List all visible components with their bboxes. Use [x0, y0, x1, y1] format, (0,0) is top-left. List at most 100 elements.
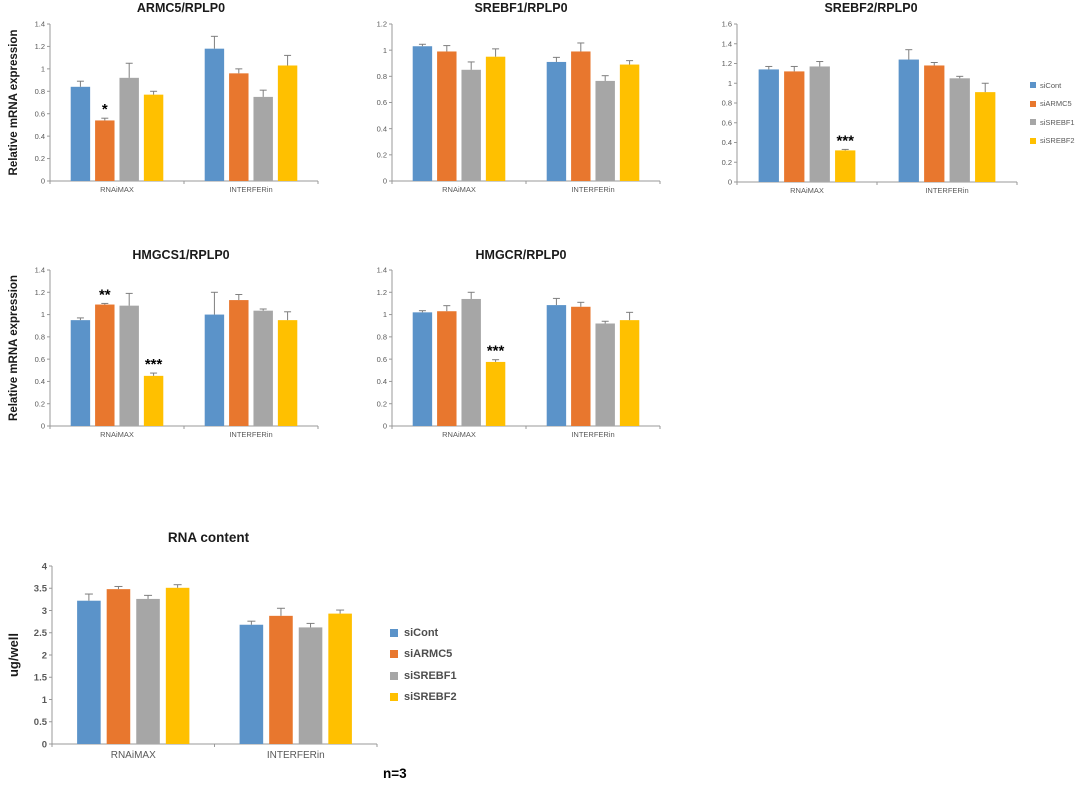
svg-text:1.4: 1.4	[377, 266, 387, 275]
sample-size-note: n=3	[383, 766, 407, 781]
legend-swatch-icon	[390, 650, 398, 659]
legend-label: siCont	[1040, 80, 1062, 90]
legend-label: siARMC5	[404, 648, 453, 661]
chart-title: RNA content	[167, 530, 250, 545]
svg-text:0.2: 0.2	[377, 399, 387, 408]
svg-text:3.5: 3.5	[34, 584, 48, 595]
svg-text:0: 0	[383, 422, 387, 431]
legend-item-siCont: siCont	[1030, 76, 1075, 95]
chart-rna-content: RNA content ug/well 0 0.5 1 1.5 2 2.5 3 3.5 4 RNA…	[0, 520, 385, 770]
chart-title: HMGCR/RPLP0	[475, 248, 567, 262]
svg-text:RNAiMAX: RNAiMAX	[100, 185, 134, 194]
legend-swatch-icon	[1030, 100, 1036, 107]
bar-plot-svg: 0 0.5 1 1.5 2 2.5 3 3.5 4 RNAiMAX INTERFERin	[34, 561, 378, 761]
svg-text:0.8: 0.8	[377, 332, 387, 341]
legend-swatch-icon	[1030, 82, 1036, 89]
legend-label: siSREBF1	[1040, 117, 1075, 127]
chart-title: ARMC5/RPLP0	[136, 1, 226, 15]
svg-text:0.4: 0.4	[722, 138, 732, 147]
svg-text:1.2: 1.2	[35, 288, 45, 297]
svg-text:RNAiMAX: RNAiMAX	[111, 750, 156, 761]
chart-srebf1: SREBF1/RPLP0 0 0.2 0.4 0.6 0.8 1 1.2 RNAiMAX INT…	[340, 0, 670, 200]
svg-text:0: 0	[41, 177, 45, 186]
legend-swatch-icon	[1030, 119, 1036, 126]
legend-item-siARMC5: siARMC5	[390, 644, 457, 666]
svg-text:*: *	[102, 101, 108, 118]
svg-text:RNAiMAX: RNAiMAX	[442, 430, 476, 439]
svg-text:0.4: 0.4	[377, 124, 387, 133]
svg-text:0: 0	[42, 739, 47, 750]
legend-label: siCont	[404, 626, 439, 639]
legend-item-siSREBF2: siSREBF2	[390, 687, 457, 709]
chart-title: SREBF1/RPLP0	[474, 1, 568, 15]
svg-text:1.2: 1.2	[377, 20, 387, 29]
svg-text:1.2: 1.2	[377, 288, 387, 297]
svg-text:***: ***	[487, 343, 505, 360]
svg-text:0.6: 0.6	[35, 109, 45, 118]
svg-text:1: 1	[728, 79, 732, 88]
legend-item-siCont: siCont	[390, 622, 457, 644]
legend-swatch-icon	[1030, 137, 1036, 144]
svg-text:0.2: 0.2	[722, 158, 732, 167]
svg-text:0.4: 0.4	[377, 377, 387, 386]
legend-item-siSREBF1: siSREBF1	[1030, 113, 1075, 132]
bar-plot-svg: 0 0.2 0.4 0.6 0.8 1 1.2 1.4 1.6 *** RNAiMAX INTERFE…	[722, 20, 1018, 195]
svg-text:4: 4	[42, 561, 48, 572]
svg-text:1.6: 1.6	[722, 20, 732, 29]
svg-text:2.5: 2.5	[34, 628, 48, 639]
legend-swatch-icon	[390, 628, 398, 637]
svg-text:0.2: 0.2	[35, 154, 45, 163]
svg-text:0.8: 0.8	[377, 72, 387, 81]
svg-text:INTERFERin: INTERFERin	[925, 186, 968, 195]
legend-swatch-icon	[390, 671, 398, 680]
svg-text:1.4: 1.4	[35, 266, 45, 275]
svg-text:1.2: 1.2	[35, 42, 45, 51]
svg-text:0.4: 0.4	[35, 132, 45, 141]
bar-plot-svg: 0 0.2 0.4 0.6 0.8 1 1.2 1.4 * RNAiMAX INTERFERin	[35, 20, 319, 194]
legend-top-row: siCont siARMC5 siSREBF1 siSREBF2	[1030, 76, 1075, 150]
chart-srebf2: SREBF2/RPLP0 0 0.2 0.4 0.6 0.8 1 1.2 1.4 1.6 *** R…	[685, 0, 1025, 200]
svg-text:1: 1	[383, 310, 387, 319]
bar-plot-svg: 0 0.2 0.4 0.6 0.8 1 1.2 RNAiMAX INTERFERin	[377, 20, 661, 194]
svg-text:1.5: 1.5	[34, 673, 48, 684]
svg-text:0: 0	[383, 177, 387, 186]
svg-text:0.8: 0.8	[35, 87, 45, 96]
chart-armc5: ARMC5/RPLP0 Relative mRNA expression 0 0.…	[0, 0, 330, 200]
legend-label: siARMC5	[1040, 99, 1072, 109]
chart-title: SREBF2/RPLP0	[824, 1, 918, 15]
chart-hmgcr: HMGCR/RPLP0 0 0.2 0.4 0.6 0.8 1 1.2 1.4 *** RNAiM…	[340, 243, 670, 443]
legend-label: siSREBF2	[1040, 136, 1075, 146]
bar-plot-svg: 0 0.2 0.4 0.6 0.8 1 1.2 1.4 *** RNAiMAX INTERFERin	[377, 266, 661, 439]
svg-text:**: **	[99, 286, 111, 303]
svg-text:1.4: 1.4	[722, 39, 732, 48]
svg-text:0.6: 0.6	[377, 98, 387, 107]
svg-text:INTERFERin: INTERFERin	[571, 430, 614, 439]
legend-label: siSREBF2	[404, 691, 457, 704]
svg-text:0.6: 0.6	[377, 355, 387, 364]
svg-text:0.8: 0.8	[35, 332, 45, 341]
svg-text:RNAiMAX: RNAiMAX	[790, 186, 824, 195]
legend-label: siSREBF1	[404, 669, 457, 682]
svg-text:RNAiMAX: RNAiMAX	[442, 185, 476, 194]
svg-text:3: 3	[42, 606, 47, 617]
svg-text:1: 1	[41, 310, 45, 319]
svg-text:***: ***	[836, 132, 854, 149]
svg-text:0.2: 0.2	[35, 399, 45, 408]
svg-text:INTERFERin: INTERFERin	[229, 430, 272, 439]
svg-text:0.5: 0.5	[34, 717, 48, 728]
svg-text:INTERFERin: INTERFERin	[571, 185, 614, 194]
svg-text:***: ***	[145, 356, 163, 373]
svg-text:0: 0	[728, 178, 732, 187]
svg-text:1: 1	[41, 64, 45, 73]
legend-swatch-icon	[390, 693, 398, 702]
svg-text:INTERFERin: INTERFERin	[229, 185, 272, 194]
svg-text:2: 2	[42, 650, 47, 661]
legend-item-siSREBF1: siSREBF1	[390, 665, 457, 687]
svg-text:INTERFERin: INTERFERin	[267, 750, 325, 761]
svg-text:1.4: 1.4	[35, 20, 45, 29]
legend-item-siSREBF2: siSREBF2	[1030, 132, 1075, 151]
chart-title: HMGCS1/RPLP0	[132, 248, 230, 262]
svg-text:1: 1	[42, 695, 48, 706]
